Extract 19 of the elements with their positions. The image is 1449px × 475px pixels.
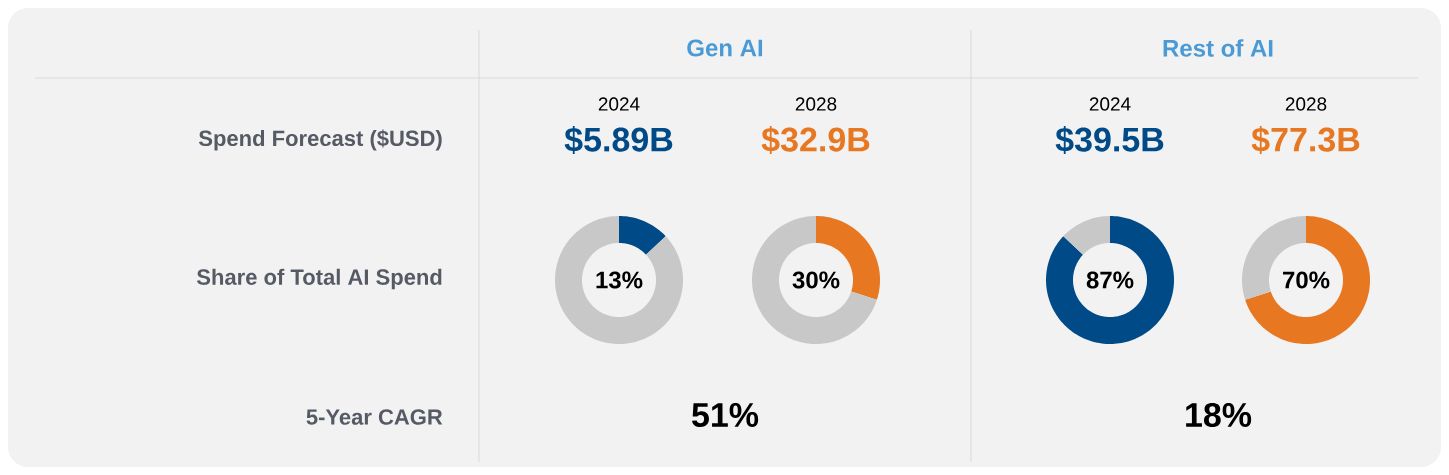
chart-subtitle: $39.5B [1055,126,1164,154]
text: Spend Forecast ($USD) [198,129,442,151]
text: Share of Total AI Spend [196,268,442,290]
chart-title: 2024 [598,97,640,111]
chart-title: 2028 [795,97,837,111]
text: 70% [1283,271,1330,289]
text: 18% [1186,402,1252,428]
chart-subtitle: $5.89B [564,126,673,154]
text: 87% [1086,271,1134,289]
text: 5-Year CAGR [306,409,443,425]
text: Rest of AI [1163,39,1273,57]
text: 51% [692,403,759,427]
chart-title: 2024 [1089,97,1131,111]
text: 30% [792,271,840,289]
chart-subtitle: $32.9B [761,126,870,154]
text: Gen AI [687,39,763,57]
text: 13% [596,271,643,289]
chart-subtitle: $77.3B [1251,126,1360,154]
chart-title: 2028 [1285,97,1327,111]
